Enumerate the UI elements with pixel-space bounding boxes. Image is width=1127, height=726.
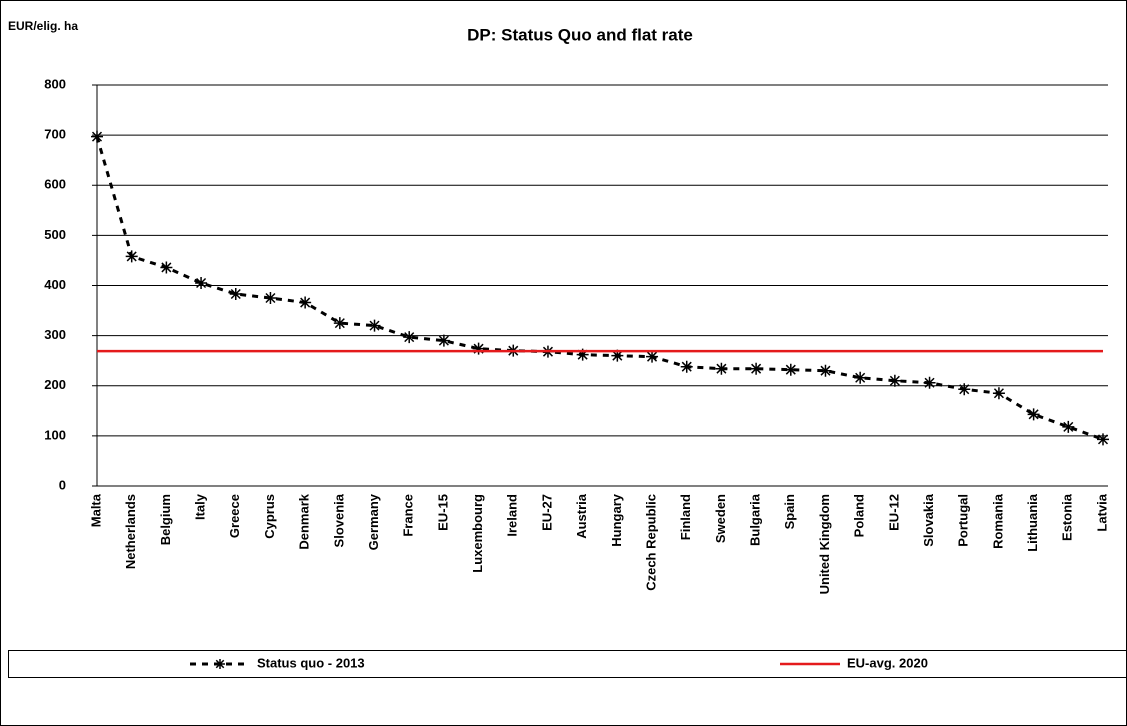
x-tick-label: Netherlands xyxy=(123,494,138,569)
x-tick-label: Hungary xyxy=(609,493,624,547)
x-tick-label: Spain xyxy=(782,494,797,529)
x-tick-label: Czech Republic xyxy=(643,494,658,591)
marker xyxy=(264,292,277,305)
x-tick-label: Slovenia xyxy=(331,493,346,547)
x-tick-label: Bulgaria xyxy=(748,493,763,546)
y-tick-label: 100 xyxy=(44,427,66,442)
y-axis-label: EUR/elig. ha xyxy=(8,19,78,33)
y-tick-label: 300 xyxy=(44,327,66,342)
marker xyxy=(992,387,1005,400)
x-tick-label: France xyxy=(401,494,416,537)
marker xyxy=(368,319,381,332)
marker xyxy=(1027,408,1040,421)
marker xyxy=(715,362,728,375)
x-tick-label: EU-27 xyxy=(539,494,554,531)
x-tick-label: Greece xyxy=(227,494,242,538)
y-tick-label: 700 xyxy=(44,127,66,142)
x-tick-label: EU-15 xyxy=(435,494,450,531)
marker xyxy=(91,130,103,143)
x-tick-label: Finland xyxy=(678,494,693,540)
legend-label: Status quo - 2013 xyxy=(257,655,365,670)
x-tick-label: Austria xyxy=(574,493,589,539)
marker xyxy=(819,364,832,377)
marker xyxy=(576,348,589,361)
marker xyxy=(333,317,346,330)
marker xyxy=(299,296,312,309)
marker xyxy=(195,276,208,289)
marker xyxy=(1062,420,1075,433)
y-tick-label: 200 xyxy=(44,377,66,392)
x-tick-label: Belgium xyxy=(158,494,173,545)
y-tick-label: 0 xyxy=(59,477,66,492)
x-tick-label: Slovakia xyxy=(921,493,936,547)
marker xyxy=(750,362,763,375)
marker xyxy=(125,250,138,263)
x-tick-label: Estonia xyxy=(1060,493,1075,541)
marker xyxy=(888,374,901,387)
x-tick-label: Germany xyxy=(366,493,381,550)
x-tick-label: Sweden xyxy=(713,494,728,543)
x-tick-label: Lithuania xyxy=(1025,493,1040,552)
x-tick-label: United Kingdom xyxy=(817,494,832,594)
marker xyxy=(646,350,659,363)
y-tick-label: 400 xyxy=(44,277,66,292)
x-tick-label: Romania xyxy=(990,493,1005,549)
x-tick-label: Cyprus xyxy=(262,494,277,539)
y-tick-label: 500 xyxy=(44,227,66,242)
marker xyxy=(472,342,485,355)
y-tick-label: 800 xyxy=(44,76,66,91)
x-tick-label: Latvia xyxy=(1094,493,1109,531)
marker xyxy=(1097,433,1109,446)
marker xyxy=(854,371,867,384)
x-tick-label: Ireland xyxy=(505,494,520,537)
marker xyxy=(160,261,173,274)
chart-title: DP: Status Quo and flat rate xyxy=(467,25,693,44)
x-tick-label: EU-12 xyxy=(886,494,901,531)
marker xyxy=(923,376,936,389)
marker xyxy=(437,334,450,347)
y-tick-label: 600 xyxy=(44,177,66,192)
marker xyxy=(680,360,693,373)
marker xyxy=(229,288,242,301)
x-tick-label: Portugal xyxy=(956,494,971,547)
x-tick-label: Luxembourg xyxy=(470,494,485,573)
x-tick-label: Italy xyxy=(193,493,208,520)
legend-marker xyxy=(215,659,225,669)
marker xyxy=(784,363,797,376)
marker xyxy=(403,331,416,344)
legend-label: EU-avg. 2020 xyxy=(847,655,928,670)
marker xyxy=(611,349,624,362)
x-tick-label: Denmark xyxy=(297,493,312,549)
x-tick-label: Poland xyxy=(852,494,867,537)
marker xyxy=(958,383,971,396)
x-tick-label: Malta xyxy=(88,493,103,527)
